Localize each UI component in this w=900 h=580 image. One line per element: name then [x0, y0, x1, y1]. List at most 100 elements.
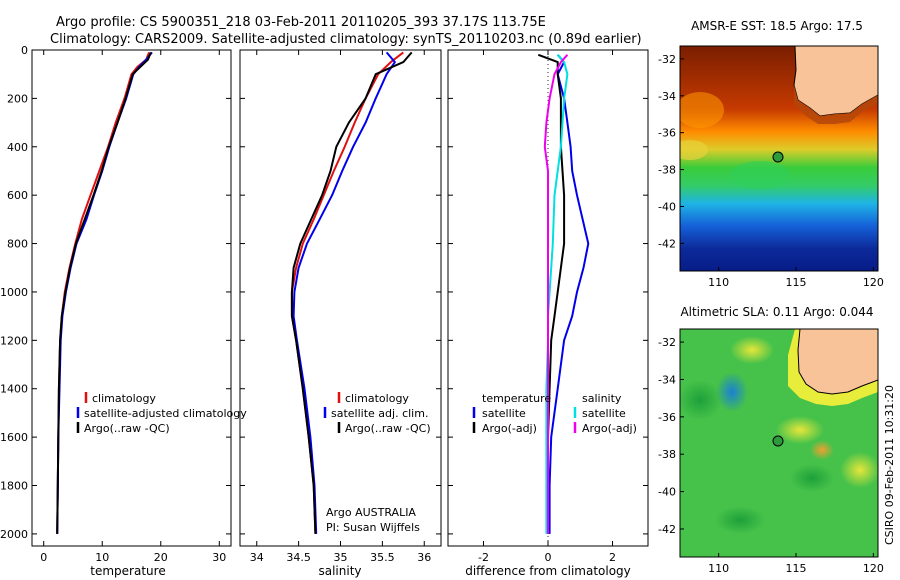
- map-y-tick-label: -36: [658, 411, 676, 424]
- map-y-tick-label: -38: [658, 164, 676, 177]
- credit-pi: PI: Susan Wijffels: [326, 521, 420, 534]
- sla-green-patch-3: [715, 506, 765, 534]
- x-tick-label: 30: [212, 551, 226, 564]
- x-tick-label: 0: [545, 551, 552, 564]
- sst-argo-position-marker: [772, 151, 784, 163]
- map-y-tick-label: -32: [658, 336, 676, 349]
- map-x-tick-label: 120: [863, 276, 884, 289]
- profile-line-2: [56, 52, 152, 534]
- sla-yellow-patch-2: [776, 416, 824, 444]
- map-y-tick-label: -32: [658, 53, 676, 66]
- legend-label-temperature-satellite: satellite: [482, 407, 526, 420]
- sst-coast-band: [794, 85, 878, 124]
- y-tick-label: 200: [7, 92, 28, 105]
- salinity-legend: climatology satellite adj. clim. Argo(..…: [323, 392, 431, 435]
- map-y-tick-label: -42: [658, 237, 676, 250]
- figure-title-line-1: Argo profile: CS 5900351_218 03-Feb-2011…: [56, 15, 546, 30]
- sst-map: AMSR-E SST: 18.5 Argo: 17.5 110 115 120 -32…: [658, 19, 884, 289]
- sla-high-anomaly: [810, 440, 834, 460]
- sst-map-frame: [679, 45, 879, 272]
- sst-map-title: AMSR-E SST: 18.5 Argo: 17.5: [691, 19, 863, 33]
- x-tick-label: 20: [154, 551, 168, 564]
- temperature-plot-ticks: 0 10 20 30 0 200 400 600 800 1000 1200 1400 1600 1800…: [0, 44, 231, 564]
- map-y-tick-label: -34: [658, 90, 676, 103]
- sla-green-patch-1: [680, 380, 722, 420]
- legend-label-climatology: climatology: [92, 392, 156, 405]
- profile-line-0: [548, 54, 590, 534]
- x-tick-label: -2: [478, 551, 489, 564]
- y-tick-label: 0: [21, 44, 28, 57]
- y-tick-label: 1200: [0, 334, 28, 347]
- sla-low-anomaly: [716, 372, 748, 412]
- profile-line-2: [545, 54, 569, 534]
- legend-header-salinity: salinity: [582, 392, 622, 405]
- legend-label-argo: Argo(..raw -QC): [345, 422, 431, 435]
- sla-yellow-patch-3: [840, 452, 878, 488]
- map-x-tick-label: 110: [708, 276, 729, 289]
- legend-label-salinity-satellite: satellite: [582, 407, 626, 420]
- sla-map-title: Altimetric SLA: 0.11 Argo: 0.044: [680, 305, 873, 319]
- x-tick-label: 34.5: [286, 551, 311, 564]
- map-x-tick-label: 115: [786, 276, 807, 289]
- y-tick-label: 400: [7, 141, 28, 154]
- x-tick-label: 36: [417, 551, 431, 564]
- y-tick-label: 1800: [0, 480, 28, 493]
- sla-argo-position-marker: [772, 435, 784, 447]
- y-tick-label: 1400: [0, 383, 28, 396]
- difference-plot-ticks: -2 0 2: [448, 49, 648, 564]
- sla-map: Altimetric SLA: 0.11 Argo: 0.044 110 115 1…: [658, 305, 884, 575]
- x-tick-label: 35.5: [370, 551, 395, 564]
- profile-line-2: [290, 51, 413, 534]
- temperature-plot: 0 10 20 30 0 200 400 600 800 1000 1200 1400 1600 1800…: [0, 44, 247, 578]
- x-tick-label: 0: [40, 551, 47, 564]
- map-y-tick-label: -38: [658, 448, 676, 461]
- profile-line-1: [292, 51, 396, 534]
- x-tick-label: 2: [609, 551, 616, 564]
- y-tick-label: 1600: [0, 431, 28, 444]
- sla-map-frame: [679, 328, 879, 558]
- legend-label-satellite: satellite adj. clim.: [331, 407, 428, 420]
- profile-line-1: [56, 51, 153, 534]
- profile-line-0: [56, 52, 151, 534]
- salinity-x-label: salinity: [318, 564, 361, 578]
- x-tick-label: 35: [334, 551, 348, 564]
- x-tick-label: 10: [95, 551, 109, 564]
- map-y-tick-label: -40: [658, 200, 676, 213]
- sst-yellow-patch: [680, 140, 708, 160]
- y-tick-label: 800: [7, 238, 28, 251]
- sst-cool-patch: [730, 161, 790, 189]
- x-tick-label: 34: [250, 551, 264, 564]
- legend-label-argo: Argo(..raw -QC): [84, 422, 170, 435]
- y-tick-label: 2000: [0, 528, 28, 541]
- difference-plot-lines: [537, 53, 590, 534]
- map-y-tick-label: -40: [658, 486, 676, 499]
- sst-warm-patch: [680, 92, 724, 128]
- legend-label-temperature-argo: Argo(-adj): [482, 422, 537, 435]
- salinity-plot-lines: [290, 51, 413, 534]
- difference-legend: temperature satellite Argo(-adj) salinit…: [472, 392, 637, 435]
- map-x-tick-label: 120: [863, 562, 884, 575]
- profile-line-1: [537, 53, 566, 534]
- legend-header-temperature: temperature: [482, 392, 551, 405]
- map-y-tick-label: -34: [658, 373, 676, 386]
- sla-green-patch-2: [790, 464, 834, 492]
- legend-label-climatology: climatology: [345, 392, 409, 405]
- temperature-legend: climatology satellite-adjusted climatolo…: [76, 392, 247, 435]
- salinity-plot-frame: [239, 49, 442, 547]
- sla-map-ticks: 110 115 120 -32 -34 -36 -38 -40 -42: [658, 336, 884, 575]
- map-x-tick-label: 110: [708, 562, 729, 575]
- difference-plot: -2 0 2 difference from climatology tempera…: [447, 49, 649, 578]
- credit-argo-australia: Argo AUSTRALIA: [326, 506, 416, 519]
- salinity-plot-ticks: 34 34.5 35 35.5 36: [240, 49, 441, 564]
- sla-yellow-patch-1: [730, 336, 774, 364]
- temperature-plot-lines: [56, 51, 153, 534]
- difference-x-label: difference from climatology: [465, 564, 631, 578]
- map-y-tick-label: -36: [658, 127, 676, 140]
- legend-label-salinity-argo: Argo(-adj): [582, 422, 637, 435]
- sst-map-ticks: 110 115 120 -32 -34 -36 -38 -40 -42: [658, 53, 884, 289]
- figure-title-line-2: Climatology: CARS2009. Satellite-adjuste…: [50, 32, 642, 47]
- salinity-plot: 34 34.5 35 35.5 36 salinity climatology sate…: [239, 49, 442, 578]
- legend-label-satellite-adjusted: satellite-adjusted climatology: [84, 407, 247, 420]
- profile-line-3: [543, 54, 569, 534]
